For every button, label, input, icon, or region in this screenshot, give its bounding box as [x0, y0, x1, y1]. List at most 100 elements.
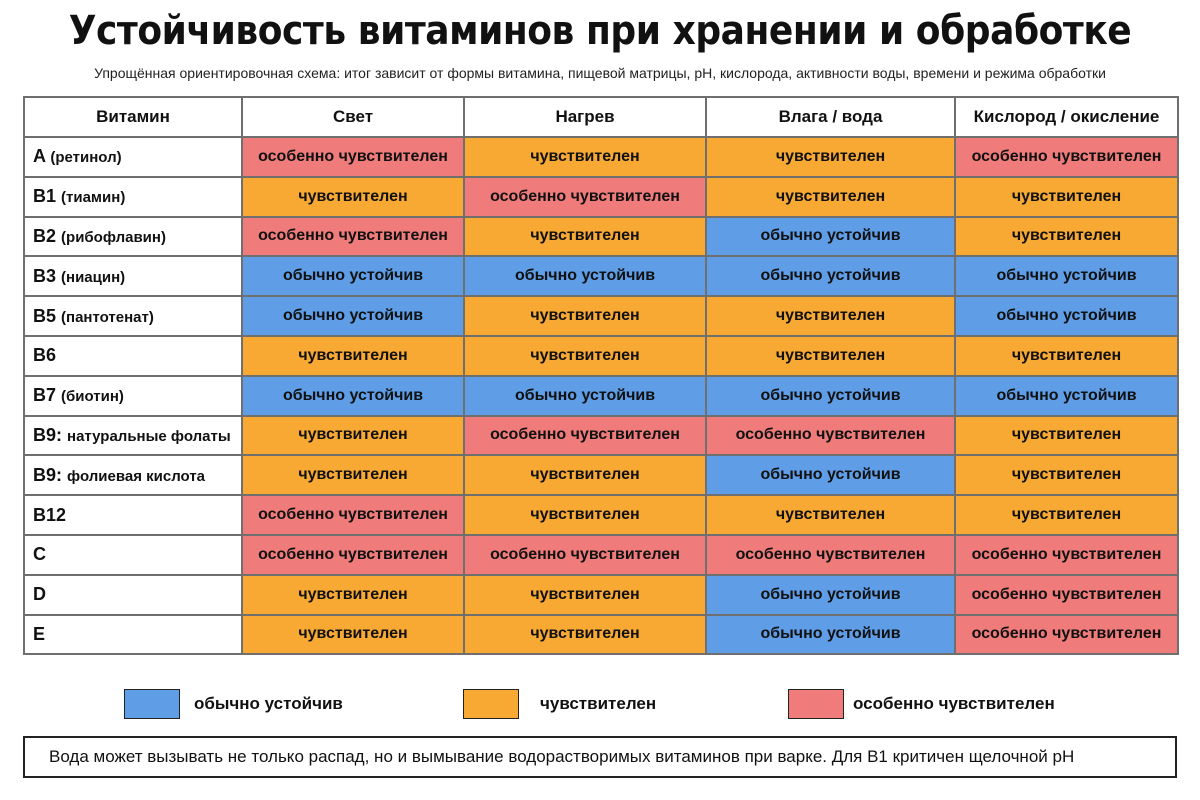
vitamin-name: B2 [33, 225, 57, 246]
stability-cell: обычно устойчив [705, 573, 956, 616]
vitamin-cell: D [23, 573, 243, 616]
legend-label-stable: обычно устойчив [194, 694, 343, 713]
stability-cell: обычно устойчив [705, 454, 956, 497]
table-row: B1 (тиамин) чувствителен особенно чувствит… [23, 175, 1179, 218]
stability-cell: чувствителен [954, 454, 1179, 497]
stability-cell: особенно чувствителен [705, 533, 956, 576]
stability-cell: обычно устойчив [705, 255, 956, 298]
stability-cell: чувствителен [954, 215, 1179, 258]
stability-cell: чувствителен [241, 175, 465, 218]
vitamin-name: B12 [33, 504, 67, 525]
stability-cell: особенно чувствителен [954, 613, 1179, 656]
column-header-vitamin: Витамин [23, 96, 243, 138]
stability-cell: обычно устойчив [954, 255, 1179, 298]
stability-cell: чувствителен [463, 295, 707, 337]
vitamin-detail: (биотин) [61, 388, 124, 406]
stability-cell: обычно устойчив [241, 255, 465, 298]
stability-cell: особенно чувствителен [241, 494, 465, 536]
table-body: A (ретинол) особенно чувствителен чувствит… [23, 136, 1179, 656]
stability-cell: особенно чувствителен [241, 215, 465, 258]
stability-cell: особенно чувствителен [954, 573, 1179, 616]
stability-cell: особенно чувствителен [463, 414, 707, 457]
stability-cell: чувствителен [954, 494, 1179, 536]
stability-cell: чувствителен [463, 494, 707, 536]
vitamin-name: B6 [33, 345, 57, 366]
legend-swatch-very-sensitive [788, 689, 844, 719]
vitamin-name: C [33, 544, 46, 565]
vitamin-name: E [33, 623, 46, 644]
legend-swatch-stable [124, 689, 180, 719]
table-row: B7 (биотин) обычно устойчив обычно устойчи… [23, 374, 1179, 417]
column-header-oxygen: Кислород / окисление [954, 96, 1179, 138]
vitamin-cell: A (ретинол) [23, 136, 243, 178]
stability-cell: особенно чувствителен [463, 175, 707, 218]
column-header-moisture: Влага / вода [705, 96, 956, 138]
legend-swatch-sensitive [463, 689, 519, 719]
vitamin-name: B3 [33, 265, 57, 286]
stability-cell: обычно устойчив [241, 295, 465, 337]
vitamin-cell: B2 (рибофлавин) [23, 215, 243, 258]
stability-cell: чувствителен [463, 334, 707, 377]
vitamin-name: B5 [33, 305, 57, 326]
stability-cell: чувствителен [241, 414, 465, 457]
stability-cell: обычно устойчив [954, 295, 1179, 337]
vitamin-cell: B7 (биотин) [23, 374, 243, 417]
table-row: B3 (ниацин) обычно устойчив обычно устойчи… [23, 255, 1179, 298]
stability-cell: чувствителен [705, 295, 956, 337]
stability-cell: чувствителен [463, 215, 707, 258]
legend-label-very-sensitive: особенно чувствителен [853, 694, 1055, 713]
footnote: Вода может вызывать не только распад, но… [23, 736, 1177, 778]
vitamin-detail: (пантотенат) [61, 308, 154, 326]
stability-cell: чувствителен [241, 573, 465, 616]
vitamin-name: B9: [33, 464, 63, 485]
vitamin-cell: B3 (ниацин) [23, 255, 243, 298]
stability-cell: особенно чувствителен [463, 533, 707, 576]
stability-cell: особенно чувствителен [954, 533, 1179, 576]
vitamin-detail: (ретинол) [50, 149, 122, 167]
vitamin-name: B1 [33, 186, 57, 207]
column-header-light: Свет [241, 96, 465, 138]
stability-cell: чувствителен [954, 334, 1179, 377]
stability-cell: чувствителен [463, 454, 707, 497]
stability-cell: чувствителен [705, 494, 956, 536]
stability-cell: чувствителен [241, 613, 465, 656]
stability-cell: обычно устойчив [705, 374, 956, 417]
legend: обычно устойчив чувствителен особенно чу… [0, 689, 1200, 723]
stability-cell: чувствителен [705, 175, 956, 218]
stability-cell: обычно устойчив [705, 215, 956, 258]
stability-cell: особенно чувствителен [954, 136, 1179, 178]
table-row: A (ретинол) особенно чувствителен чувствит… [23, 136, 1179, 178]
table-row: B9: фолиевая кислота чувствителен чувствит… [23, 454, 1179, 497]
vitamin-cell: E [23, 613, 243, 656]
vitamin-cell: B12 [23, 494, 243, 536]
stability-cell: особенно чувствителен [705, 414, 956, 457]
stability-cell: чувствителен [954, 175, 1179, 218]
vitamin-name: A [33, 146, 46, 167]
page-subtitle: Упрощённая ориентировочная схема: итог з… [94, 65, 1106, 81]
stability-cell: чувствителен [463, 573, 707, 616]
stability-cell: особенно чувствителен [241, 533, 465, 576]
table-row: B2 (рибофлавин) особенно чувствителен чувс… [23, 215, 1179, 258]
vitamin-cell: B9: натуральные фолаты [23, 414, 243, 457]
legend-label-sensitive: чувствителен [540, 694, 657, 713]
table-row: B12 особенно чувствителен чувствителен чувс… [23, 494, 1179, 536]
stability-cell: особенно чувствителен [241, 136, 465, 178]
stability-cell: обычно устойчив [954, 374, 1179, 417]
stability-cell: обычно устойчив [463, 374, 707, 417]
vitamin-detail: (тиамин) [61, 189, 126, 207]
stability-cell: чувствителен [241, 334, 465, 377]
vitamin-cell: B1 (тиамин) [23, 175, 243, 218]
stability-cell: чувствителен [463, 136, 707, 178]
vitamin-name: D [33, 584, 46, 605]
stability-cell: чувствителен [463, 613, 707, 656]
column-header-heat: Нагрев [463, 96, 707, 138]
stability-cell: обычно устойчив [705, 613, 956, 656]
stability-cell: обычно устойчив [241, 374, 465, 417]
stability-cell: чувствителен [705, 136, 956, 178]
vitamin-detail: (ниацин) [61, 268, 126, 286]
vitamin-name: B9: [33, 424, 63, 445]
stability-cell: чувствителен [241, 454, 465, 497]
vitamin-cell: B9: фолиевая кислота [23, 454, 243, 497]
stability-cell: чувствителен [954, 414, 1179, 457]
table-row: B5 (пантотенат) обычно устойчив чувствител… [23, 295, 1179, 337]
